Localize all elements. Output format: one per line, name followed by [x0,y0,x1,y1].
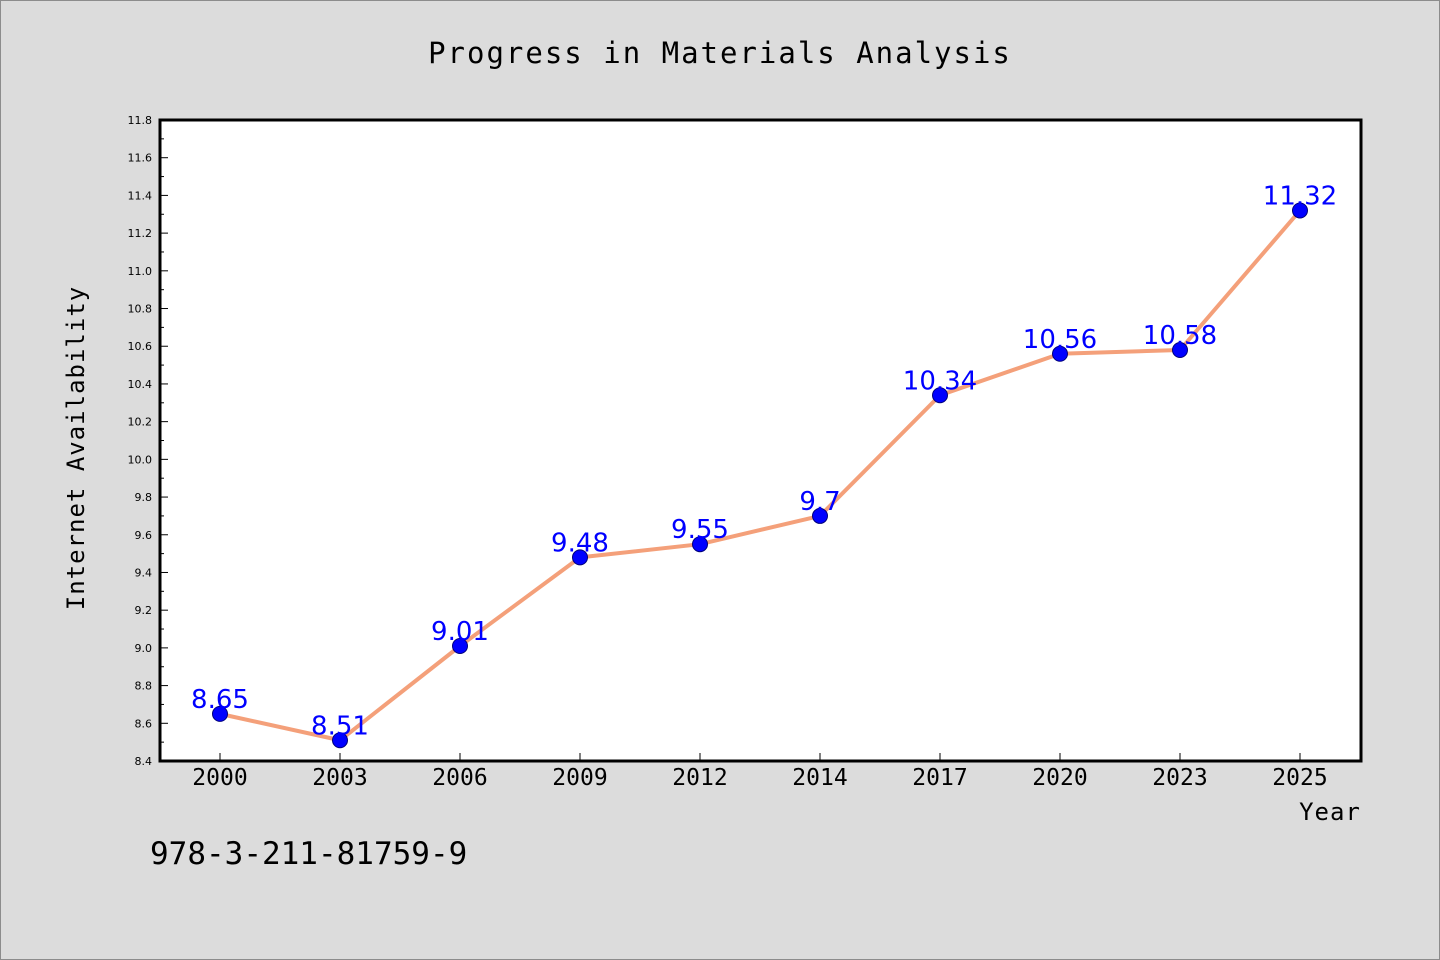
x-tick-label: 2012 [672,765,727,791]
data-point-label: 9.7 [799,487,840,517]
y-tick-label: 11.0 [128,265,153,278]
data-point-marker [812,507,828,524]
y-axis-label: Internet Availability [62,286,90,610]
y-tick-label: 11.6 [128,152,153,165]
data-point-label: 11.32 [1263,181,1337,211]
data-point-label: 9.55 [671,515,729,545]
data-point-marker [572,549,588,566]
data-point-marker [1052,345,1068,362]
y-tick-label: 9.6 [135,529,153,542]
x-axis: 2000 2003 2006 2009 2012 2014 2017 2020 2023 2025 [192,753,1328,791]
isbn-annotation: 978-3-211-81759-9 [150,836,467,872]
data-point-label: 10.58 [1143,321,1217,351]
data-point-marker [1292,202,1308,219]
y-tick-label: 9.8 [135,491,153,504]
y-tick-label: 9.0 [135,642,153,655]
y-tick-label: 11.2 [128,227,153,240]
y-tick-label: 10.4 [128,378,153,391]
data-point-marker [932,387,948,404]
data-point-label: 9.01 [431,617,489,647]
data-point-label: 10.34 [903,366,977,396]
y-tick-label: 10.8 [128,303,153,316]
data-point-marker [692,536,708,553]
x-tick-label: 2003 [312,765,367,791]
data-labels: 8.65 8.51 9.01 9.48 9.55 9.7 10.34 10.56 10.58 11… [191,181,1337,741]
x-tick-label: 2017 [912,765,967,791]
data-point-label: 8.65 [191,685,249,715]
data-point-marker [452,637,468,654]
x-tick-label: 2000 [192,765,247,791]
x-tick-label: 2009 [552,765,607,791]
y-tick-label: 8.6 [135,717,153,730]
x-tick-label: 2006 [432,765,487,791]
x-tick-label: 2023 [1152,765,1207,791]
data-point-marker [332,732,348,749]
y-tick-label: 8.4 [135,755,153,768]
x-axis-label: Year [1299,798,1361,826]
x-tick-label: 2014 [792,765,847,791]
y-tick-label: 11.4 [128,189,153,202]
data-point-label: 9.48 [551,528,609,558]
y-tick-label: 10.2 [128,416,153,429]
y-tick-label: 9.2 [135,604,153,617]
y-axis: 8.4 8.6 8.8 9.0 9.2 9.4 9.6 9.8 10.0 10.2 10.4 10.6… [128,114,168,768]
y-tick-label: 8.8 [135,680,153,693]
y-tick-label: 11.8 [128,114,153,127]
plot-area [158,118,1363,763]
y-tick-label: 9.4 [135,566,153,579]
series-line [219,209,1302,743]
x-tick-label: 2020 [1032,765,1087,791]
chart-title: Progress in Materials Analysis [428,36,1012,70]
data-point-marker [1172,342,1188,359]
y-tick-label: 10.6 [128,340,153,353]
x-tick-label: 2025 [1272,765,1327,791]
data-point-label: 10.56 [1023,325,1097,355]
y-tick-label: 10.0 [128,453,153,466]
data-point-label: 8.51 [311,711,369,741]
data-point-marker [212,705,228,722]
series-markers [212,202,1308,749]
